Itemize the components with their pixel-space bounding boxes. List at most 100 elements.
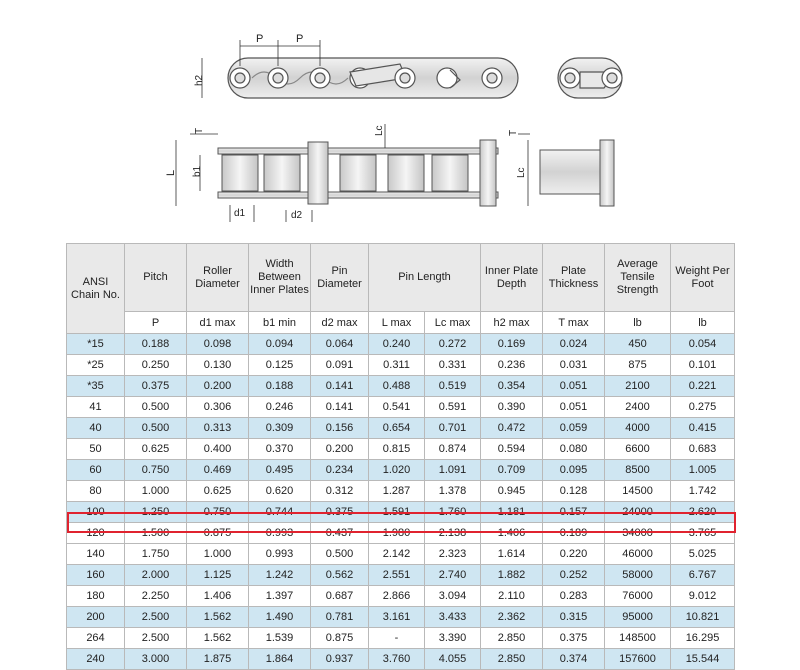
table-row: 264 2.500 1.562 1.539 0.875-3.390 2.850 0.375 1… [66, 627, 736, 649]
table-cell: 76000 [604, 585, 672, 607]
table-row: *25 0.250 0.130 0.125 0.091 0.311 0.331 0.236 0.… [66, 354, 736, 376]
table-cell: 0.625 [124, 438, 187, 460]
table-cell: 1.125 [186, 564, 249, 586]
header-pitch: Pitch [124, 243, 187, 312]
table-cell: 0.156 [310, 417, 369, 439]
table-cell: 0.620 [248, 480, 311, 502]
table-cell: 0.375 [542, 627, 606, 649]
table-row: 80 1.000 0.625 0.620 0.312 1.287 1.378 0.945 0.1… [66, 480, 736, 502]
table-cell: 50 [66, 438, 125, 460]
table-cell: 1.287 [368, 480, 425, 502]
header-pin-diameter: Pin Diameter [310, 243, 369, 312]
header-pin-length: Pin Length [367, 243, 482, 312]
d2-label: d2 [291, 210, 303, 221]
table-cell: 0.309 [248, 417, 311, 439]
table-cell: 95000 [604, 606, 672, 628]
table-cell: 2.850 [480, 627, 544, 649]
table-cell: 3.161 [368, 606, 425, 628]
table-cell: 0.488 [368, 375, 425, 397]
table-cell: 6600 [604, 438, 672, 460]
table-body: *15 0.188 0.098 0.094 0.064 0.240 0.272 0.169 0.… [66, 333, 736, 670]
table-cell: 0.051 [542, 396, 606, 418]
table-row: 120 1.500 0.875 0.993 0.437 1.980 2.138 1.406 0.… [66, 522, 736, 544]
table-cell: 41 [66, 396, 125, 418]
table-cell: 0.101 [670, 354, 736, 376]
pitch-label-2: P [296, 33, 303, 45]
table-cell: 60 [66, 459, 125, 481]
table-cell: 10.821 [670, 606, 736, 628]
table-cell: *35 [66, 375, 125, 397]
table-cell: 1.864 [248, 648, 311, 670]
table-cell: 0.750 [124, 459, 187, 481]
table-cell: 1.378 [423, 480, 482, 502]
table-cell: 1.539 [248, 627, 311, 649]
table-cell: 2.740 [423, 564, 482, 586]
table-cell: 1.760 [423, 501, 482, 523]
unit-width: b1 min [248, 311, 311, 334]
table-cell: 0.500 [310, 543, 369, 565]
table-cell: 0.541 [368, 396, 425, 418]
table-cell: *15 [66, 333, 125, 355]
table-cell: 34000 [604, 522, 672, 544]
table-cell: 0.874 [423, 438, 482, 460]
table-cell: 1.614 [480, 543, 544, 565]
table-cell: 0.051 [542, 375, 606, 397]
table-cell: 264 [66, 627, 125, 649]
table-cell: 160 [66, 564, 125, 586]
table-cell: 0.054 [670, 333, 736, 355]
table-cell: 46000 [604, 543, 672, 565]
table-cell: 0.500 [124, 417, 187, 439]
table-cell: 0.875 [186, 522, 249, 544]
table-cell: 1.875 [186, 648, 249, 670]
table-cell: 2.138 [423, 522, 482, 544]
table-cell: 875 [604, 354, 672, 376]
table-row: 40 0.500 0.313 0.309 0.156 0.654 0.701 0.472 0.0… [66, 417, 736, 439]
table-cell: 1.242 [248, 564, 311, 586]
table-cell: 1.091 [423, 459, 482, 481]
table-cell: 2.110 [480, 585, 544, 607]
table-cell: 100 [66, 501, 125, 523]
table-cell: 8500 [604, 459, 672, 481]
chain-top-view [227, 57, 519, 99]
table-cell: 0.283 [542, 585, 606, 607]
table-cell: 2.866 [368, 585, 425, 607]
header-row: ANSI Chain No. Pitch Roller Diameter Wid… [66, 243, 736, 334]
table-cell: 3.433 [423, 606, 482, 628]
table-cell: 0.594 [480, 438, 544, 460]
table-cell: 0.472 [480, 417, 544, 439]
unit-pin-diameter: d2 max [310, 311, 369, 334]
table-cell: 24000 [604, 501, 672, 523]
table-cell: 0.370 [248, 438, 311, 460]
table-cell: 120 [66, 522, 125, 544]
table-cell: 0.091 [310, 354, 369, 376]
table-row: 160 2.000 1.125 1.242 0.562 2.551 2.740 1.882 0.… [66, 564, 736, 586]
table-cell: 0.130 [186, 354, 249, 376]
table-row: 180 2.250 1.406 1.397 0.687 2.866 3.094 2.110 0.… [66, 585, 736, 607]
table-cell: 14500 [604, 480, 672, 502]
table-cell: 0.234 [310, 459, 369, 481]
table-cell: *25 [66, 354, 125, 376]
table-cell: 0.709 [480, 459, 544, 481]
table-cell: 1.490 [248, 606, 311, 628]
table-cell: 0.374 [542, 648, 606, 670]
table-cell: 0.390 [480, 396, 544, 418]
table-cell: 148500 [604, 627, 672, 649]
header-inner-plate-depth: Inner Plate Depth [480, 243, 544, 312]
table-cell: 0.094 [248, 333, 311, 355]
unit-lc-max: Lc max [423, 311, 482, 334]
table-cell: 2.250 [124, 585, 187, 607]
table-row: *15 0.188 0.098 0.094 0.064 0.240 0.272 0.169 0.… [66, 333, 736, 355]
table-cell: 1.591 [368, 501, 425, 523]
chain-end-view [557, 57, 623, 99]
table-cell: 1.742 [670, 480, 736, 502]
chain-section-view [217, 139, 615, 207]
header-tensile-strength: Average Tensile Strength [604, 243, 672, 312]
table-cell: 0.080 [542, 438, 606, 460]
table-cell: 0.031 [542, 354, 606, 376]
table-cell: 0.945 [480, 480, 544, 502]
header-roller-diameter: Roller Diameter [186, 243, 249, 312]
table-cell: 0.240 [368, 333, 425, 355]
table-row: 50 0.625 0.400 0.370 0.200 0.815 0.874 0.594 0.0… [66, 438, 736, 460]
table-cell: 0.993 [248, 543, 311, 565]
table-cell: 2.551 [368, 564, 425, 586]
